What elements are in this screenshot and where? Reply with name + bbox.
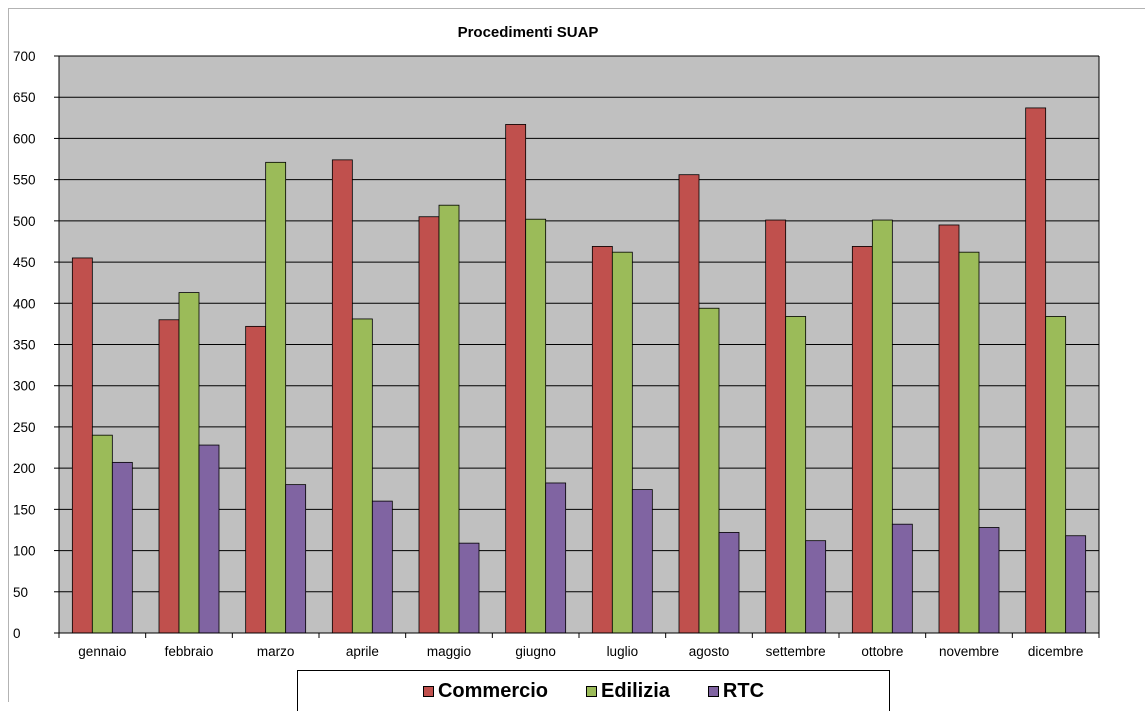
bar-rtc-marzo	[285, 484, 307, 634]
y-tick-label: 500	[13, 214, 36, 229]
y-tick-label: 250	[13, 420, 36, 435]
bar-commercio-luglio	[591, 246, 613, 634]
chart-title: Procedimenti SUAP	[458, 24, 599, 41]
bar-commercio-agosto	[678, 174, 700, 634]
legend-swatch	[707, 685, 719, 697]
x-tick-label: agosto	[689, 644, 730, 659]
bar-commercio-giugno	[505, 124, 527, 634]
y-tick-label: 0	[13, 626, 21, 641]
y-tick-label: 50	[13, 585, 28, 600]
bar-commercio-febbraio	[158, 319, 180, 634]
bar-rtc-luglio	[631, 489, 653, 634]
y-tick-label: 700	[13, 49, 36, 64]
bar-commercio-maggio	[418, 216, 440, 634]
bar-edilizia-maggio	[438, 204, 460, 634]
bar-rtc-maggio	[458, 542, 480, 634]
bar-rtc-dicembre	[1065, 535, 1087, 634]
bar-rtc-ottobre	[891, 523, 913, 634]
y-tick-label: 550	[13, 173, 36, 188]
y-tick-label: 600	[13, 131, 36, 146]
bar-edilizia-gennaio	[91, 434, 113, 634]
bar-commercio-dicembre	[1025, 107, 1047, 634]
y-tick-label: 300	[13, 379, 36, 394]
x-tick-label: novembre	[939, 644, 999, 659]
bar-edilizia-dicembre	[1045, 316, 1067, 634]
bar-edilizia-settembre	[785, 316, 807, 634]
bar-edilizia-luglio	[611, 251, 633, 634]
y-tick-label: 400	[13, 296, 36, 311]
x-tick-label: gennaio	[78, 644, 126, 659]
legend-swatch	[422, 685, 434, 697]
x-tick-label: febbraio	[165, 644, 214, 659]
y-tick-label: 200	[13, 461, 36, 476]
y-tick-label: 100	[13, 544, 36, 559]
bar-edilizia-novembre	[958, 251, 980, 634]
bar-edilizia-aprile	[351, 318, 373, 634]
bar-rtc-settembre	[805, 540, 827, 634]
chart-svg: Procedimenti SUAP 0 50 100 150 200 250 300 350 4…	[13, 24, 1100, 659]
x-tick-label: dicembre	[1028, 644, 1084, 659]
bar-rtc-novembre	[978, 527, 1000, 634]
bar-rtc-aprile	[371, 500, 393, 634]
x-tick-label: maggio	[427, 644, 471, 659]
bar-commercio-ottobre	[851, 246, 873, 634]
bar-commercio-gennaio	[71, 257, 93, 634]
legend-item-edilizia: Edilizia	[586, 680, 670, 703]
bar-edilizia-marzo	[265, 161, 287, 634]
x-tick-label: luglio	[607, 644, 639, 659]
bar-commercio-aprile	[331, 159, 353, 634]
legend-item-commercio: Commercio	[422, 679, 548, 703]
bar-commercio-settembre	[765, 219, 787, 634]
bar-commercio-novembre	[938, 224, 960, 634]
bar-edilizia-ottobre	[871, 219, 893, 634]
bar-commercio-marzo	[245, 325, 267, 634]
x-tick-label: settembre	[766, 644, 826, 659]
legend-swatch	[586, 685, 597, 697]
bar-rtc-agosto	[718, 532, 740, 634]
bar-edilizia-febbraio	[178, 292, 200, 634]
bar-edilizia-agosto	[698, 307, 720, 634]
y-tick-label: 650	[13, 90, 36, 105]
x-tick-label: marzo	[257, 644, 295, 659]
legend-item-rtc: RTC	[707, 679, 765, 703]
y-tick-label: 150	[13, 502, 36, 517]
legend-label: Edilizia	[601, 679, 670, 702]
y-tick-label: 350	[13, 338, 36, 353]
bar-rtc-gennaio	[111, 461, 133, 634]
x-tick-label: giugno	[515, 644, 556, 659]
bar-edilizia-giugno	[525, 218, 547, 634]
chart-legend: Commercio Edilizia RTC	[297, 670, 890, 711]
chart-frame: Procedimenti SUAP 0 50 100 150 200 250 300 350 4…	[8, 8, 1145, 711]
legend-label: Commercio	[437, 679, 548, 702]
legend-label: RTC	[722, 679, 765, 702]
bar-rtc-giugno	[545, 482, 567, 634]
x-tick-label: ottobre	[861, 644, 903, 659]
x-tick-label: aprile	[346, 644, 379, 659]
bar-rtc-febbraio	[198, 444, 220, 634]
y-tick-label: 450	[13, 255, 36, 270]
